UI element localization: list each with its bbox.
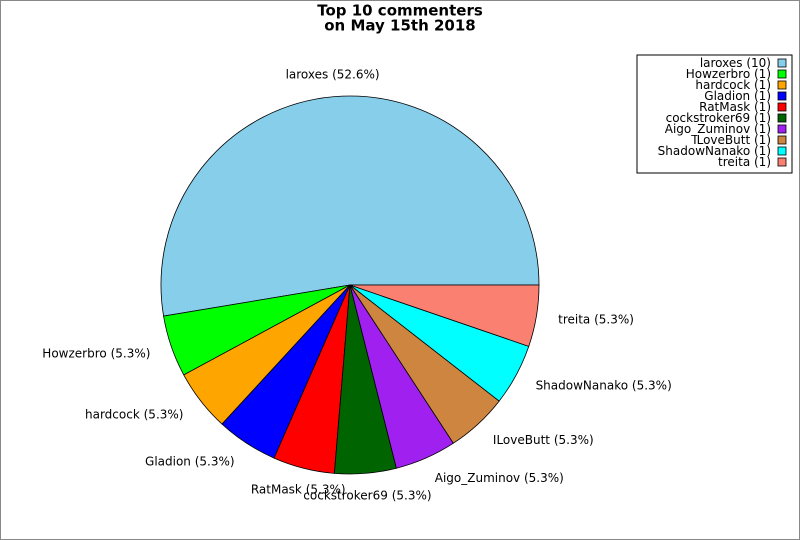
legend-swatch — [777, 135, 787, 145]
legend-swatch — [777, 80, 787, 90]
legend-name: ILoveButt — [693, 133, 750, 147]
legend-swatch — [777, 146, 787, 156]
legend-label: Gladion (1) — [704, 89, 771, 103]
legend-label: hardcock (1) — [695, 78, 771, 92]
legend-value: (1) — [754, 122, 771, 136]
slice-label-percent: (52.6%) — [332, 67, 379, 81]
slice-label-percent: (5.3%) — [524, 471, 564, 485]
legend-label: ShadowNanako (1) — [658, 144, 771, 158]
slice-label-percent: (5.3%) — [554, 433, 594, 447]
slice-label-name: Howzerbro — [42, 346, 106, 360]
slice-label-percent: (5.3%) — [195, 454, 235, 468]
legend-name: Aigo_Zuminov — [665, 122, 750, 136]
slice-label-name: ILoveButt — [493, 433, 550, 447]
legend-label: ILoveButt (1) — [693, 133, 771, 147]
slice-label: treita (5.3%) — [558, 312, 634, 326]
slice-label: Gladion (5.3%) — [145, 454, 235, 468]
slice-label-percent: (5.3%) — [594, 312, 634, 326]
slice-label-name: Gladion — [145, 454, 191, 468]
legend-swatch — [777, 157, 787, 167]
slice-label: laroxes (52.6%) — [286, 67, 380, 81]
legend-value: (1) — [754, 144, 771, 158]
slice-label-name: treita — [558, 312, 590, 326]
chart-subtitle: on May 15th 2018 — [324, 17, 476, 35]
slice-label-percent: (5.3%) — [111, 346, 151, 360]
legend-name: Howzerbro — [686, 67, 750, 81]
legend-value: (1) — [754, 111, 771, 125]
legend-label: laroxes (10) — [700, 56, 771, 70]
slice-label: cockstroker69 (5.3%) — [303, 488, 431, 502]
legend-swatch — [777, 124, 787, 134]
slice-label-percent: (5.3%) — [392, 488, 432, 502]
slice-label: hardcock (5.3%) — [85, 407, 183, 421]
slice-label-name: Aigo_Zuminov — [435, 471, 520, 485]
legend-name: treita — [718, 155, 750, 169]
slice-label: ILoveButt (5.3%) — [493, 433, 594, 447]
legend-name: ShadowNanako — [658, 144, 751, 158]
pie-slice — [349, 284, 540, 347]
legend-value: (1) — [754, 100, 771, 114]
legend-label: cockstroker69 (1) — [666, 111, 771, 125]
slice-label-name: RatMask — [251, 482, 302, 496]
pie-slice — [160, 95, 540, 317]
legend-label: Howzerbro (1) — [686, 67, 771, 81]
slice-label-percent: (5.3%) — [144, 407, 184, 421]
slice-label-name: hardcock — [85, 407, 140, 421]
legend-value: (1) — [754, 155, 771, 169]
slice-label-name: cockstroker69 — [303, 488, 388, 502]
slice-label: RatMask (5.3%) — [251, 482, 346, 496]
legend-label: Aigo_Zuminov (1) — [665, 122, 771, 136]
legend-value: (1) — [754, 78, 771, 92]
legend-name: Gladion — [704, 89, 750, 103]
slice-label: Aigo_Zuminov (5.3%) — [435, 471, 564, 485]
slice-label: Howzerbro (5.3%) — [42, 346, 150, 360]
slice-label-percent: (5.3%) — [306, 482, 346, 496]
legend-swatch — [777, 91, 787, 101]
slice-label: ShadowNanako (5.3%) — [536, 378, 672, 392]
legend-swatch — [777, 102, 787, 112]
legend-value: (1) — [754, 133, 771, 147]
legend-value: (1) — [754, 67, 771, 81]
legend-value: (1) — [754, 89, 771, 103]
slice-label-name: ShadowNanako — [536, 378, 629, 392]
legend-label: treita (1) — [718, 155, 771, 169]
slice-label-name: laroxes — [286, 67, 329, 81]
legend-value: (10) — [746, 56, 771, 70]
legend-name: hardcock — [695, 78, 750, 92]
legend-name: cockstroker69 — [666, 111, 751, 125]
legend-swatch — [777, 69, 787, 79]
legend-swatch — [777, 58, 787, 68]
legend-label: RatMask (1) — [699, 100, 771, 114]
legend-swatch — [777, 113, 787, 123]
legend-name: RatMask — [699, 100, 750, 114]
chart-title: Top 10 commenters — [317, 2, 483, 20]
legend-name: laroxes — [700, 56, 743, 70]
legend-box — [636, 54, 793, 174]
slice-label-percent: (5.3%) — [632, 378, 672, 392]
